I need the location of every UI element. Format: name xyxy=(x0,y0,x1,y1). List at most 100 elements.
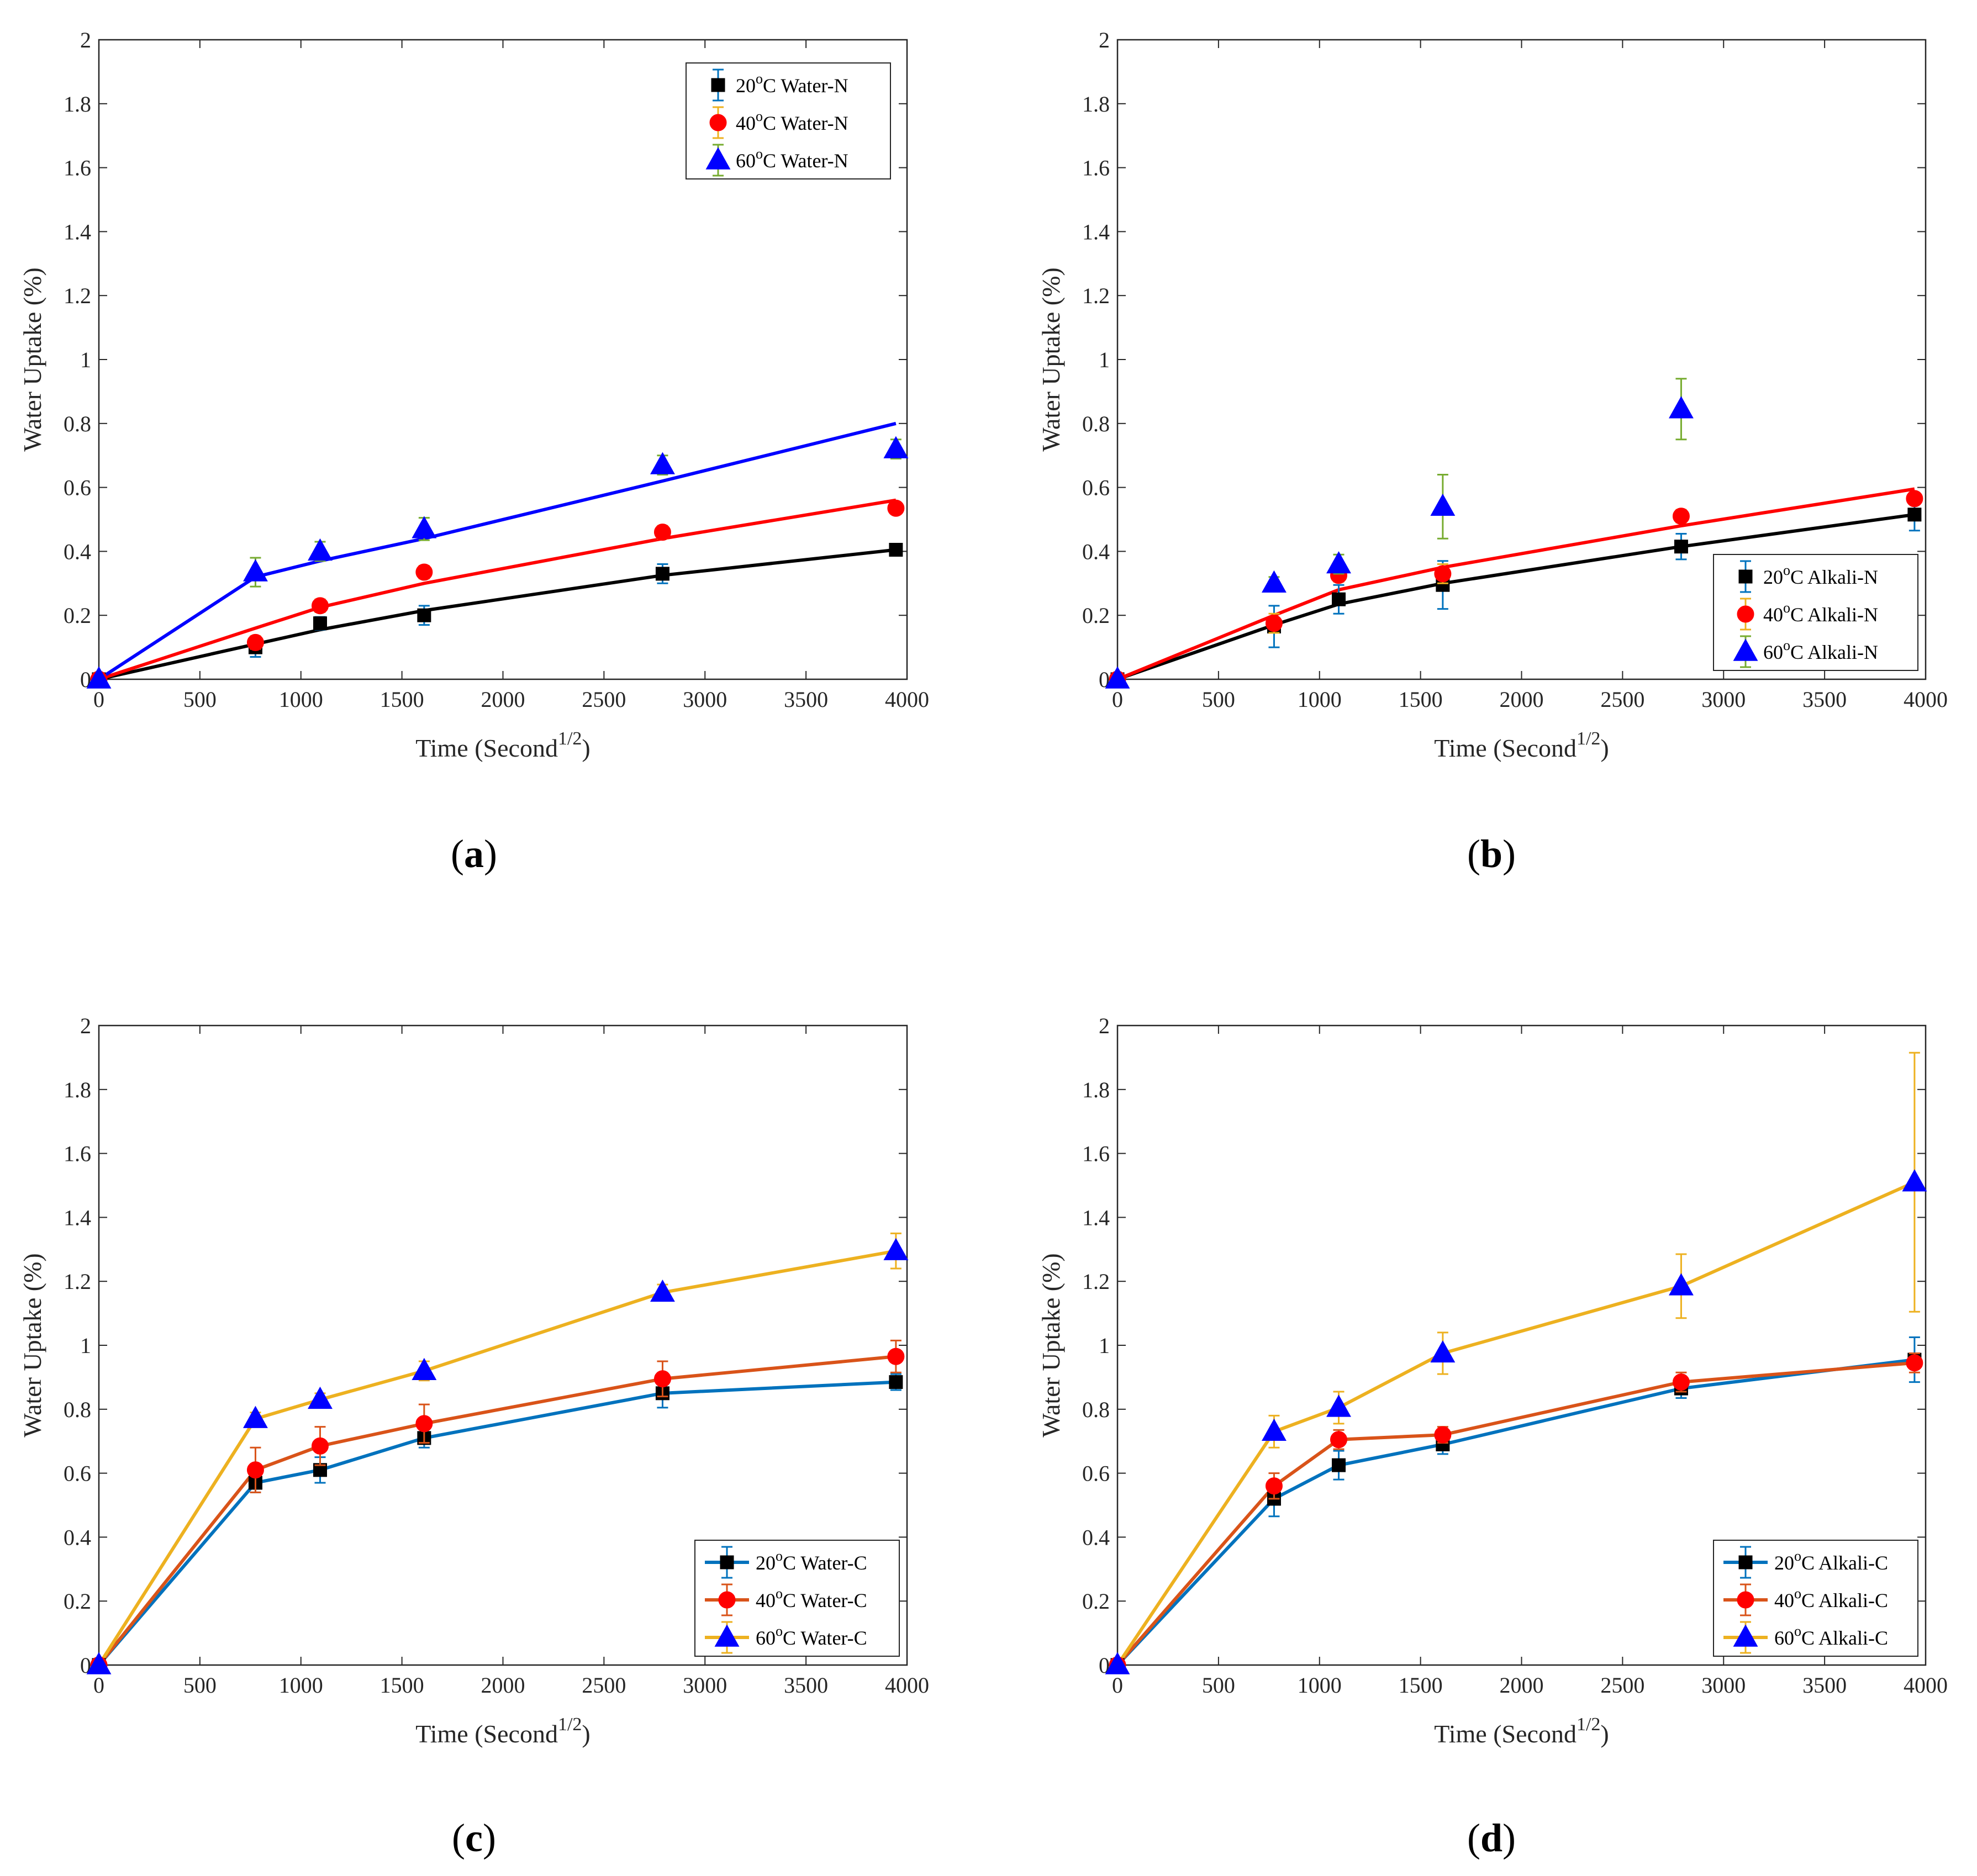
data-point-triangle xyxy=(86,666,112,689)
legend-entry-suffix: C Water-N xyxy=(763,150,848,172)
legend-entry-suffix: C Alkali-C xyxy=(1801,1627,1888,1649)
y-tick-label: 0.6 xyxy=(64,475,91,500)
x-axis-title-superscript: 1/2 xyxy=(558,728,582,749)
data-point-square xyxy=(1331,1458,1346,1472)
legend-entry-temp: 20 xyxy=(756,1552,776,1574)
data-point-square xyxy=(889,543,903,557)
data-point-triangle xyxy=(1105,666,1130,689)
x-tick-label: 0 xyxy=(93,1673,104,1698)
fit-line-20c xyxy=(1117,512,1915,681)
data-point-triangle xyxy=(1262,1418,1287,1441)
panel-label-close: ) xyxy=(484,832,497,876)
legend-entry-degree: o xyxy=(1794,1623,1801,1639)
series-line-60c xyxy=(1116,1180,1916,1666)
data-point-circle xyxy=(653,1370,671,1388)
data-point-triangle xyxy=(308,1386,333,1409)
data-point-triangle xyxy=(243,559,268,582)
y-tick-label: 1.8 xyxy=(64,92,91,117)
chart-panel-d: 0 500 1000 1500 2000 2500 3000 3500 400000.20.40… xyxy=(1037,1013,1948,1860)
legend-entry-suffix: C Alkali-N xyxy=(1790,604,1878,626)
data-point-circle xyxy=(415,563,433,581)
chart-panel-a: 0 500 1000 1500 2000 2500 3000 3500 400000.20.40… xyxy=(18,28,929,876)
data-point-triangle xyxy=(1105,1652,1130,1674)
legend-marker-swatch xyxy=(1733,638,1758,661)
y-tick-label: 0.4 xyxy=(64,539,91,564)
panel-label-open: ( xyxy=(1467,832,1480,876)
legend-entry-degree: o xyxy=(1783,600,1790,616)
data-point-triangle xyxy=(243,1405,268,1428)
legend-marker-swatch xyxy=(705,147,731,170)
y-axis-title: Water Uptake (%) xyxy=(1037,1253,1065,1437)
data-point-triangle xyxy=(308,538,333,561)
panel-label-open: ( xyxy=(1467,1816,1480,1860)
x-tick-label: 2500 xyxy=(1600,1673,1644,1698)
x-tick-label: 2000 xyxy=(481,1673,525,1698)
data-point-triangle xyxy=(1430,493,1456,516)
legend-marker-swatch xyxy=(1737,605,1754,623)
panel-label: (d) xyxy=(1467,1816,1516,1860)
data-point-circle xyxy=(246,633,264,651)
legend-entry-suffix: C Alkali-C xyxy=(1801,1552,1888,1574)
y-tick-label: 1.8 xyxy=(64,1077,91,1102)
legend-marker-swatch xyxy=(718,1591,736,1609)
data-point-triangle xyxy=(1430,1340,1456,1363)
data-point-circle xyxy=(1906,490,1923,508)
data-point-circle xyxy=(311,597,329,615)
y-tick-label: 0.6 xyxy=(1082,475,1110,500)
x-tick-label: 2500 xyxy=(582,1673,626,1698)
x-tick-label: 500 xyxy=(183,687,217,712)
y-tick-label: 1.2 xyxy=(1082,1269,1110,1294)
y-axis-title: Water Uptake (%) xyxy=(1037,267,1065,451)
legend-entry-degree: o xyxy=(756,71,763,87)
y-tick-label: 1.4 xyxy=(64,1205,91,1230)
x-tick-label: 1500 xyxy=(380,1673,424,1698)
x-axis-title-superscript: 1/2 xyxy=(558,1714,582,1735)
y-tick-label: 1.8 xyxy=(1082,92,1110,117)
legend-entry-label: 40oC Alkali-C xyxy=(1774,1586,1888,1611)
y-tick-label: 1.4 xyxy=(1082,1205,1110,1230)
legend-entry-label: 60oC Water-N xyxy=(736,146,848,172)
legend-entry-label: 40oC Water-N xyxy=(736,108,848,134)
y-tick-label: 0.8 xyxy=(64,411,91,436)
series-line-20c xyxy=(97,1380,897,1666)
x-axis-title: Time (Second1/2) xyxy=(1434,1714,1609,1748)
data-point-triangle xyxy=(1326,1394,1351,1417)
x-tick-label: 0 xyxy=(1112,1673,1123,1698)
legend-entry-degree: o xyxy=(776,1586,783,1602)
data-point-triangle xyxy=(650,1279,675,1302)
fit-line-20c xyxy=(98,548,897,681)
y-tick-label: 1 xyxy=(80,1333,91,1358)
legend-entry-degree: o xyxy=(776,1548,783,1564)
y-tick-label: 1 xyxy=(1099,347,1110,372)
legend-entry-label: 20oC Water-C xyxy=(756,1548,867,1574)
x-axis-title: Time (Second1/2) xyxy=(1434,728,1609,762)
x-axis-title-close: ) xyxy=(582,1720,590,1748)
legend-entry-temp: 20 xyxy=(1763,566,1783,588)
data-point-square xyxy=(889,1375,903,1389)
x-axis-title-main: Time (Second xyxy=(1434,1720,1577,1748)
legend-entry-label: 60oC Alkali-N xyxy=(1763,637,1878,663)
legend-entry-temp: 60 xyxy=(736,150,756,172)
legend-entry-degree: o xyxy=(1783,562,1790,578)
x-tick-label: 1500 xyxy=(1399,1673,1443,1698)
legend-marker-swatch xyxy=(720,1555,734,1570)
legend-entry-degree: o xyxy=(1794,1548,1801,1564)
panel-label-close: ) xyxy=(483,1816,496,1860)
x-tick-label: 0 xyxy=(1112,687,1123,712)
y-tick-label: 1.8 xyxy=(1082,1077,1110,1102)
legend-entry-temp: 40 xyxy=(756,1589,776,1611)
x-axis-title-superscript: 1/2 xyxy=(1577,728,1600,749)
y-tick-label: 2 xyxy=(1099,28,1110,52)
fit-line-40c xyxy=(98,498,897,681)
legend-entry-temp: 40 xyxy=(1774,1589,1794,1611)
legend-entry-suffix: C Water-C xyxy=(783,1552,867,1574)
panel-label-close: ) xyxy=(1502,832,1516,876)
legend-entry-suffix: C Alkali-C xyxy=(1801,1589,1888,1611)
data-point-square xyxy=(313,616,327,631)
x-axis-title-close: ) xyxy=(1600,1720,1609,1748)
data-point-square xyxy=(655,567,669,581)
panel-label-letter: b xyxy=(1480,832,1502,876)
y-tick-label: 1.2 xyxy=(64,1269,91,1294)
x-tick-label: 4000 xyxy=(885,687,929,712)
data-point-circle xyxy=(1672,1373,1690,1391)
